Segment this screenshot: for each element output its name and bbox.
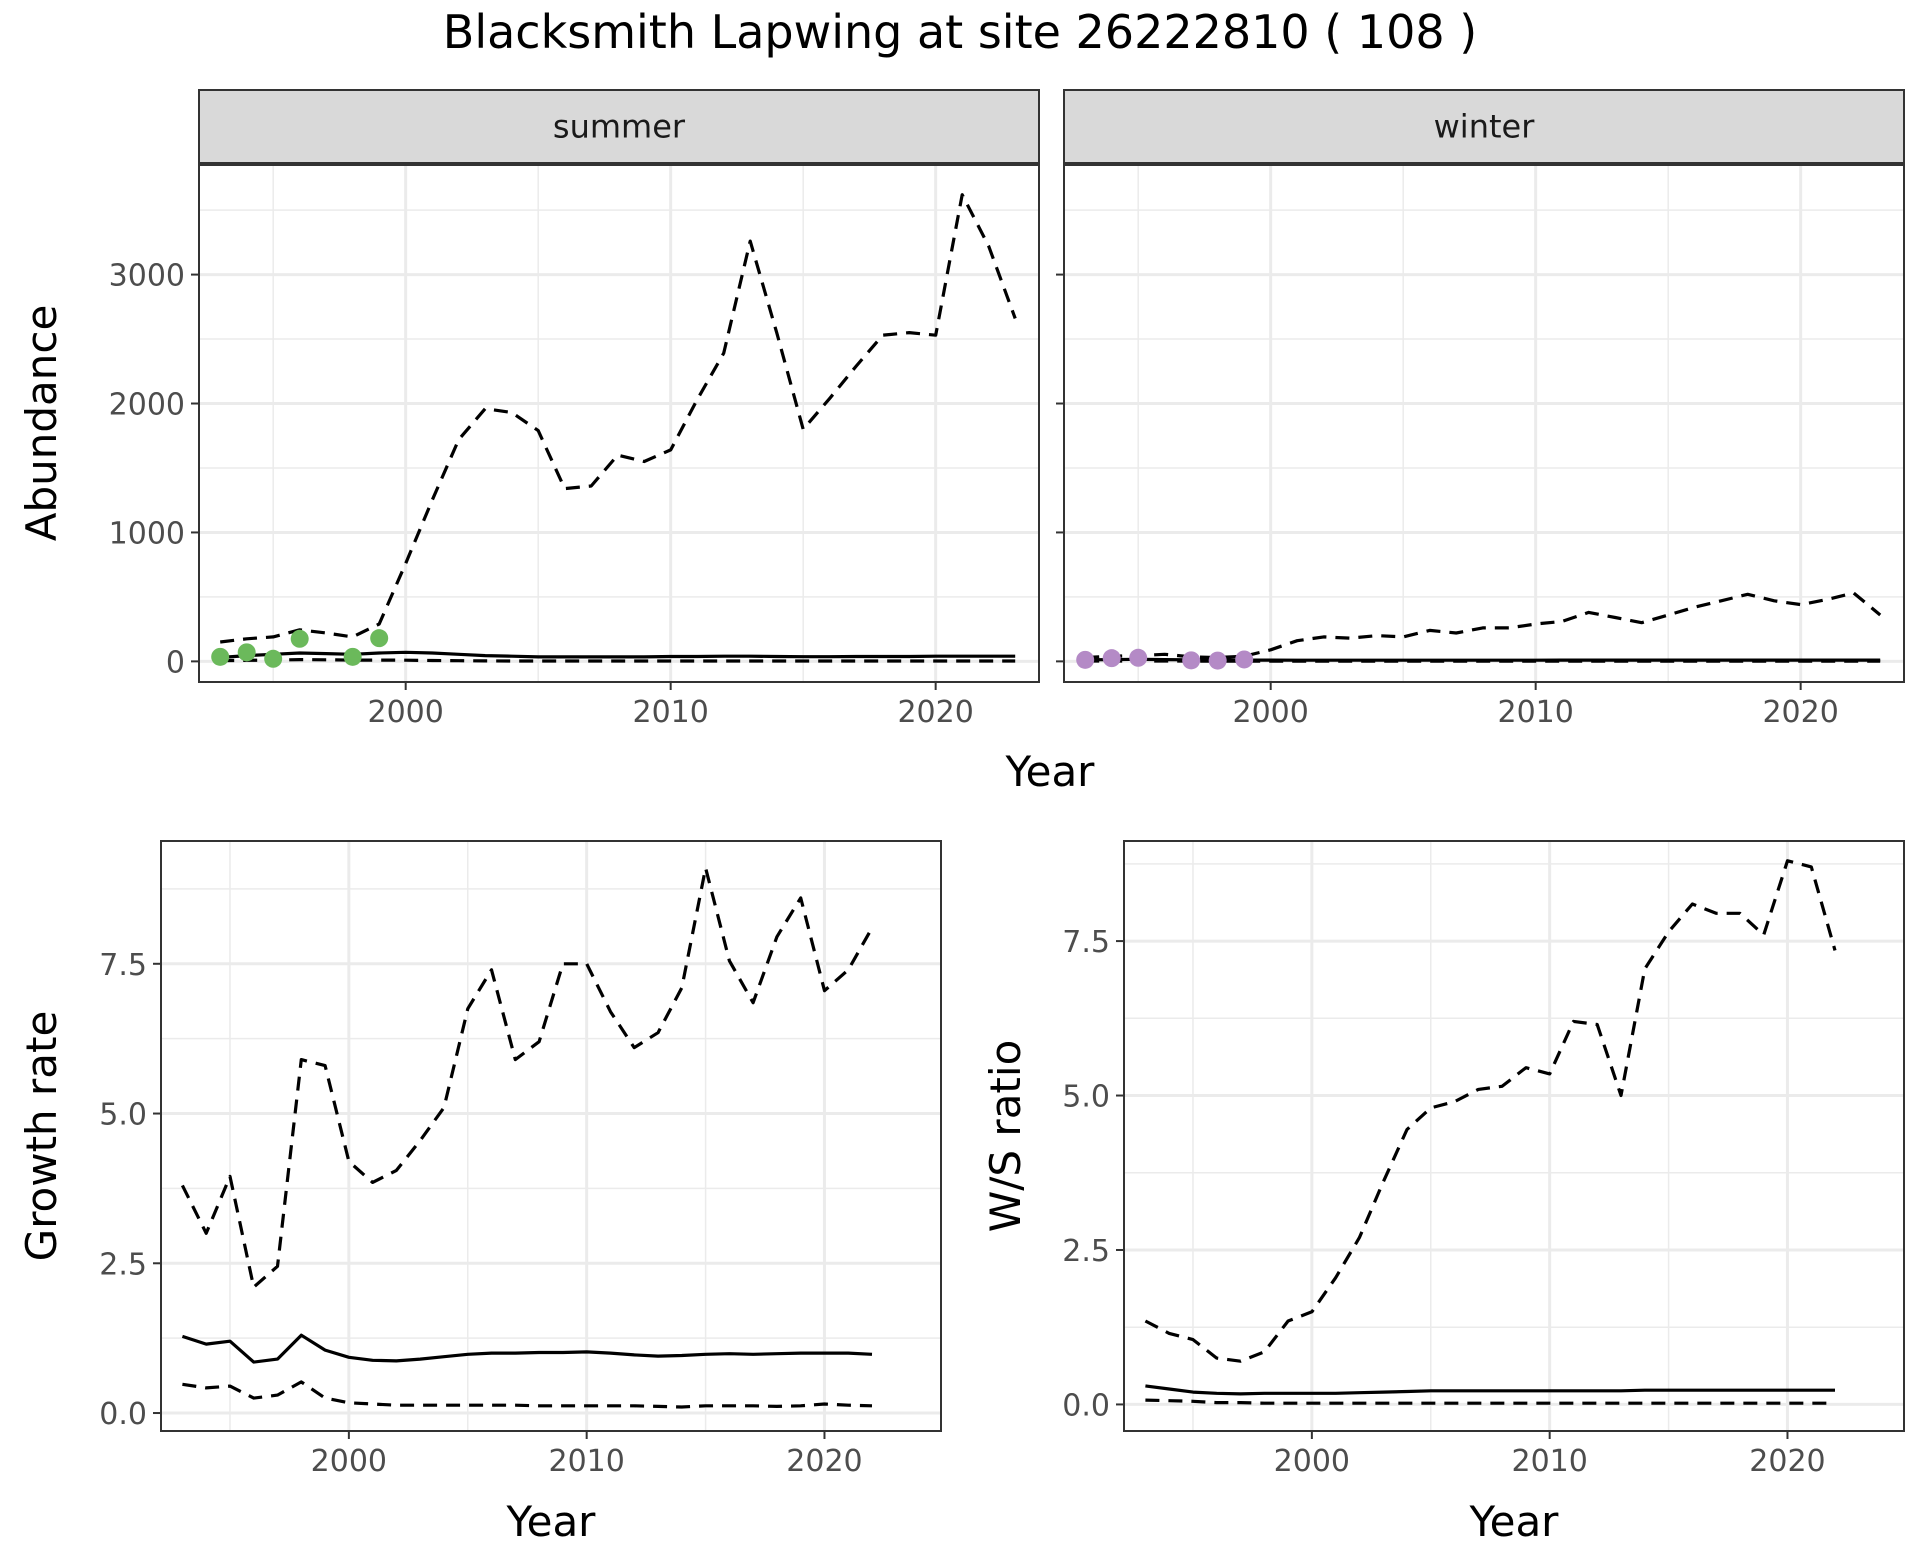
- observed-point: [264, 649, 283, 668]
- panel-border: [160, 840, 942, 1432]
- x-tick-label: 2010: [1497, 695, 1573, 730]
- x-axis-title: Year: [506, 1497, 597, 1546]
- y-tick-label: 5.0: [99, 1098, 147, 1133]
- observed-point: [1129, 648, 1148, 667]
- panel-growth-rate: 2000 2010 2020 0.0 2.5 5.0 7.5 Year Growth rate: [17, 840, 942, 1546]
- observed-point: [290, 629, 309, 648]
- facet-strip: [1063, 89, 1905, 164]
- y-tick-label: 0.0: [99, 1397, 147, 1432]
- y-tick-label: 0: [166, 645, 185, 680]
- y-tick-label: 2000: [109, 388, 185, 423]
- panel-ws-ratio: 2000 2010 2020 0.0 2.5 5.0 7.5 Year W/S ratio: [981, 840, 1905, 1546]
- observed-point: [343, 647, 362, 666]
- x-tick-label: 2020: [1762, 695, 1838, 730]
- panel-border: [1123, 840, 1905, 1432]
- facet-strip-label: winter: [1434, 108, 1536, 146]
- observed-point: [211, 647, 230, 666]
- top-x-axis-title: Year: [1005, 747, 1096, 796]
- panel-border: [1063, 164, 1905, 683]
- y-tick-label: 5.0: [1062, 1080, 1110, 1115]
- y-tick-label: 1000: [109, 516, 185, 551]
- facet-strip-label: summer: [553, 108, 686, 146]
- y-tick-label: 3000: [109, 259, 185, 294]
- x-tick-label: 2020: [897, 695, 973, 730]
- plot-area: [199, 165, 1039, 682]
- plot-area: [1124, 841, 1904, 1431]
- observed-point: [237, 643, 256, 662]
- series-upper-line: [1144, 859, 1837, 1363]
- x-tick-label: 2020: [1749, 1444, 1825, 1479]
- observed-point: [1208, 651, 1227, 670]
- y-tick-label: 2.5: [1062, 1234, 1110, 1269]
- x-tick-label: 2000: [1233, 695, 1309, 730]
- panel-border: [198, 164, 1040, 683]
- panel-summer-abundance: summer 2000 2010 2020 0 1000 2000 3000: [109, 89, 1040, 730]
- x-tick-label: 2010: [1511, 1444, 1587, 1479]
- y-axis-title: Growth rate: [17, 1011, 66, 1262]
- x-tick-label: 2000: [311, 1444, 387, 1479]
- y-tick-label: 7.5: [99, 948, 147, 983]
- plot-area: [1064, 165, 1904, 682]
- y-tick-label: 2.5: [99, 1247, 147, 1282]
- observed-point: [1102, 649, 1121, 668]
- x-tick-label: 2020: [786, 1444, 862, 1479]
- chart-title: Blacksmith Lapwing at site 26222810 ( 10…: [443, 5, 1477, 59]
- y-tick-label: 7.5: [1062, 925, 1110, 960]
- series-lower-line: [182, 1380, 873, 1409]
- series-mean-line: [181, 1333, 873, 1364]
- observed-point: [1076, 650, 1095, 669]
- facet-strip: [198, 89, 1040, 164]
- x-axis-title: Year: [1469, 1497, 1560, 1546]
- series-mean-line: [1145, 1384, 1835, 1396]
- observed-point: [370, 629, 389, 648]
- y-axis-title: W/S ratio: [981, 1040, 1030, 1233]
- x-tick-label: 2000: [368, 695, 444, 730]
- y-tick-label: 0.0: [1062, 1388, 1110, 1423]
- series-upper-line: [1085, 591, 1882, 660]
- x-tick-label: 2010: [548, 1444, 624, 1479]
- panel-winter-abundance: winter 2000 2010 2020: [1056, 89, 1905, 730]
- observed-point: [1235, 650, 1254, 669]
- x-tick-label: 2010: [632, 695, 708, 730]
- observed-point: [1182, 651, 1201, 670]
- series-lower-line: [220, 657, 1016, 663]
- x-tick-label: 2000: [1274, 1444, 1350, 1479]
- top-y-axis-title: Abundance: [17, 305, 66, 542]
